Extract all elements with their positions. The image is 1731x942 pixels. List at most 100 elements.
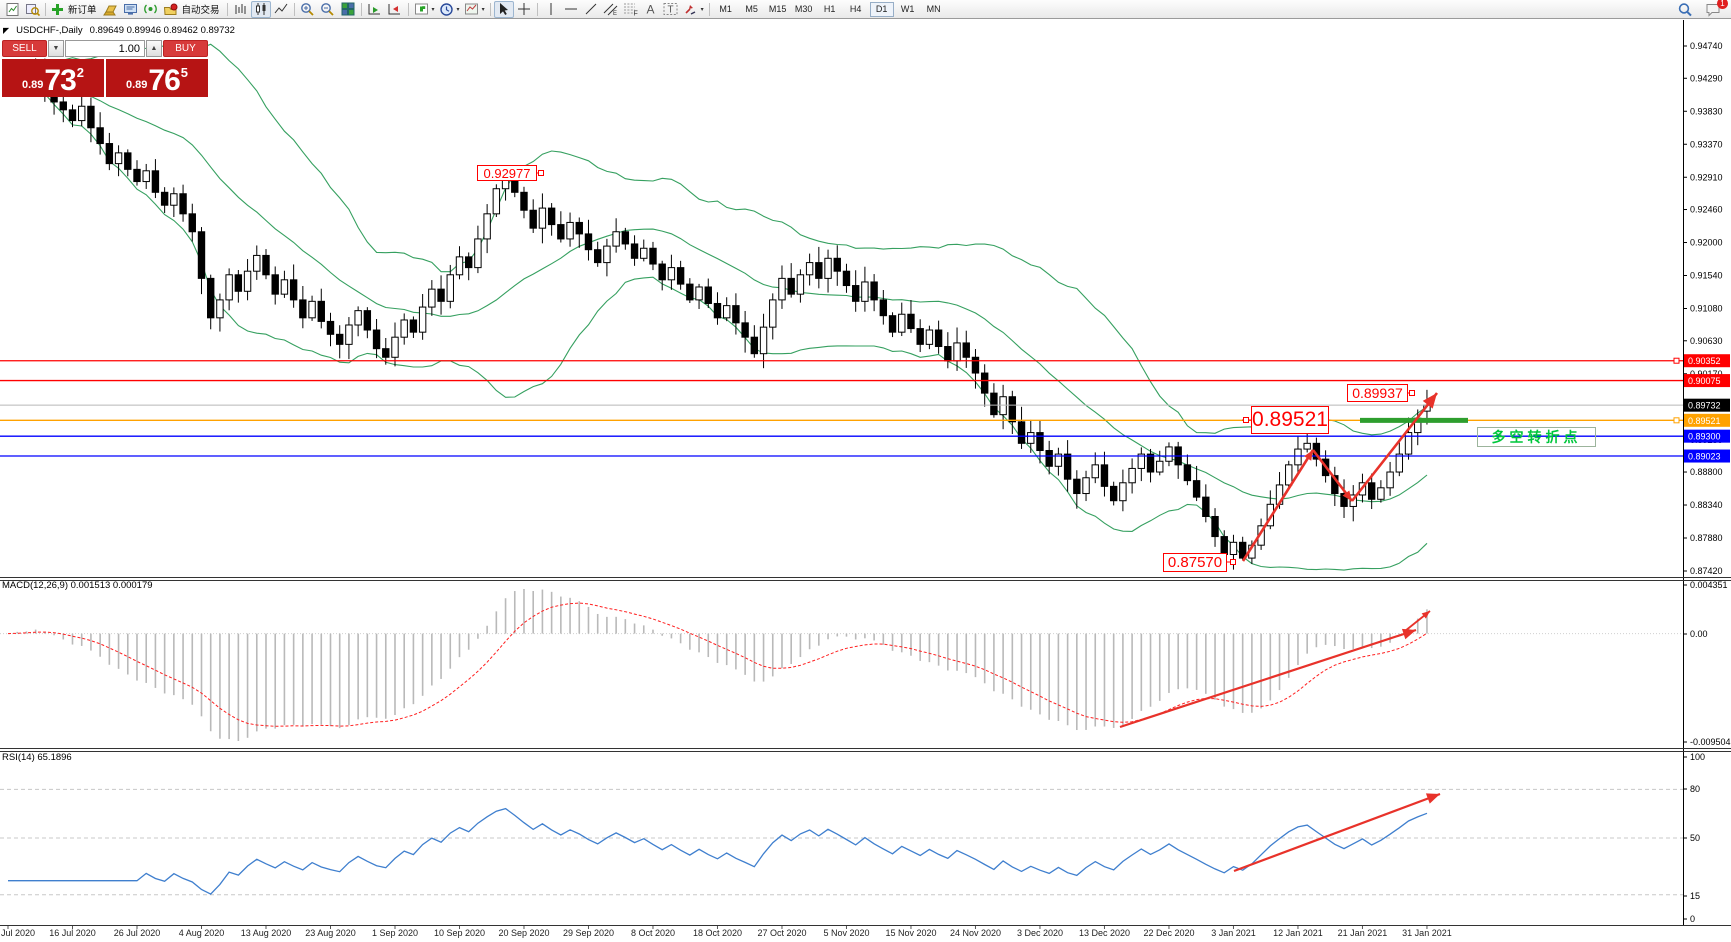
bars-chart-button[interactable] <box>231 1 251 18</box>
price-axis: 0.94740 0.94290 0.93830 0.93370 0.92910 0.924… <box>1683 41 1731 924</box>
turning-point-label[interactable]: 多空转折点 <box>1477 427 1596 447</box>
date-axis: Jul 2020 16 Jul 2020 26 Jul 2020 4 Aug 2020… <box>1 926 1452 938</box>
price-label[interactable]: 0.87570 <box>1163 553 1227 572</box>
chevron-down-icon: ▾ <box>700 6 704 13</box>
trendline-button[interactable] <box>581 1 601 18</box>
toolbar-separator <box>293 2 295 16</box>
svg-text:0.93830: 0.93830 <box>1690 106 1723 116</box>
timeframe-h4[interactable]: H4 <box>844 2 868 17</box>
ask-price-panel[interactable]: 0.89 76 5 <box>106 59 208 97</box>
svg-text:0.91080: 0.91080 <box>1690 304 1723 314</box>
svg-text:8 Oct 2020: 8 Oct 2020 <box>631 928 675 938</box>
volume-decrease-button[interactable]: ▼ <box>48 40 64 57</box>
candles-chart-button[interactable] <box>250 0 271 18</box>
svg-text:1 Sep 2020: 1 Sep 2020 <box>372 928 418 938</box>
timeframe-m30[interactable]: M30 <box>792 2 816 17</box>
trend-arrows[interactable] <box>1119 392 1441 873</box>
fibonacci-button[interactable]: F <box>621 1 641 18</box>
label-connectors <box>537 170 1415 565</box>
indicators-button[interactable]: ▾ <box>412 1 437 18</box>
svg-text:22 Dec 2020: 22 Dec 2020 <box>1143 928 1194 938</box>
svg-text:0.89732: 0.89732 <box>1688 401 1721 411</box>
horizontal-line-button[interactable] <box>561 1 581 18</box>
quotes-button[interactable] <box>101 1 121 18</box>
crosshair-button[interactable] <box>514 1 534 18</box>
ohlc-values: 0.89649 0.89946 0.89462 0.89732 <box>89 25 235 36</box>
zoom-out-button[interactable] <box>318 1 338 18</box>
toolbar-separator <box>226 2 228 16</box>
svg-text:21 Jan 2021: 21 Jan 2021 <box>1338 928 1388 938</box>
timeframe-d1[interactable]: D1 <box>869 1 894 17</box>
svg-text:15 Nov 2020: 15 Nov 2020 <box>885 928 936 938</box>
svg-text:5 Nov 2020: 5 Nov 2020 <box>823 928 869 938</box>
svg-text:0.94740: 0.94740 <box>1690 41 1723 51</box>
timeframe-h1[interactable]: H1 <box>818 2 842 17</box>
svg-text:13 Aug 2020: 13 Aug 2020 <box>241 928 292 938</box>
price-label[interactable]: 0.92977 <box>477 165 537 181</box>
chart-profiles-button[interactable] <box>22 1 42 18</box>
terminal-button[interactable] <box>121 1 141 18</box>
cursor-button[interactable] <box>493 0 514 18</box>
ask-price-pip: 5 <box>180 65 189 80</box>
toolbar-separator <box>407 2 409 16</box>
chevron-down-icon: ▾ <box>456 6 460 13</box>
timeframe-m5[interactable]: M5 <box>740 2 764 17</box>
auto-scroll-button[interactable] <box>365 1 385 18</box>
svg-text:0.91540: 0.91540 <box>1690 271 1723 281</box>
channel-button[interactable]: E <box>601 1 621 18</box>
toolbar-separator <box>360 2 362 16</box>
timeframe-w1[interactable]: W1 <box>896 2 920 17</box>
volume-increase-button[interactable]: ▲ <box>146 40 162 57</box>
notifications-button[interactable]: 1 <box>1703 0 1728 18</box>
svg-text:0.87880: 0.87880 <box>1690 533 1723 543</box>
svg-text:0.89521: 0.89521 <box>1688 416 1721 426</box>
bid-price-panel[interactable]: 0.89 73 2 <box>2 59 104 97</box>
gold-ingot-icon <box>103 5 117 15</box>
svg-text:0.93370: 0.93370 <box>1690 139 1723 149</box>
sell-button[interactable]: SELL <box>2 40 47 57</box>
line-chart-button[interactable] <box>271 1 291 18</box>
svg-text:16 Jul 2020: 16 Jul 2020 <box>49 928 96 938</box>
search-button[interactable] <box>1675 1 1695 18</box>
volume-input[interactable] <box>65 40 145 57</box>
svg-text:0.90630: 0.90630 <box>1690 336 1723 346</box>
toolbar-separator <box>708 2 710 16</box>
timeframe-mn[interactable]: MN <box>922 2 946 17</box>
new-order-button[interactable]: 新订单 <box>49 1 101 18</box>
timeframe-m1[interactable]: M1 <box>714 2 738 17</box>
svg-text:A: A <box>647 3 655 17</box>
text-label-button[interactable]: T <box>661 1 681 18</box>
buy-button[interactable]: BUY <box>163 40 208 57</box>
svg-text:3 Jan 2021: 3 Jan 2021 <box>1211 928 1256 938</box>
text-button[interactable]: A <box>641 1 661 18</box>
svg-text:18 Oct 2020: 18 Oct 2020 <box>693 928 742 938</box>
new-chart-button[interactable] <box>2 1 22 18</box>
svg-text:0.92000: 0.92000 <box>1690 238 1723 248</box>
svg-text:12 Jan 2021: 12 Jan 2021 <box>1273 928 1323 938</box>
svg-text:F: F <box>634 11 638 17</box>
svg-text:50: 50 <box>1690 833 1700 843</box>
tile-windows-button[interactable] <box>338 1 358 18</box>
autotrade-button[interactable]: 自动交易 <box>161 1 224 18</box>
timeframe-m15[interactable]: M15 <box>766 2 790 17</box>
toolbar-separator <box>536 2 538 16</box>
svg-text:0.004351: 0.004351 <box>1690 580 1728 590</box>
chart-shift-button[interactable] <box>385 1 405 18</box>
svg-text:26 Jul 2020: 26 Jul 2020 <box>114 928 161 938</box>
terminal-icon <box>124 3 138 15</box>
svg-text:0.90075: 0.90075 <box>1688 376 1721 386</box>
svg-text:31 Jan 2021: 31 Jan 2021 <box>1402 928 1452 938</box>
vertical-line-button[interactable] <box>541 1 561 18</box>
templates-button[interactable]: ▾ <box>462 1 487 18</box>
arrows-button[interactable]: ▾ <box>681 1 706 18</box>
price-label[interactable]: 0.89521 <box>1251 406 1329 434</box>
signals-button[interactable] <box>141 1 161 18</box>
zoom-in-button[interactable] <box>298 1 318 18</box>
svg-text:13 Dec 2020: 13 Dec 2020 <box>1079 928 1130 938</box>
autotrade-icon <box>163 3 178 15</box>
price-label[interactable]: 0.89937 <box>1347 384 1408 402</box>
svg-text:0.89300: 0.89300 <box>1688 432 1721 442</box>
periods-button[interactable]: ▾ <box>437 1 462 18</box>
